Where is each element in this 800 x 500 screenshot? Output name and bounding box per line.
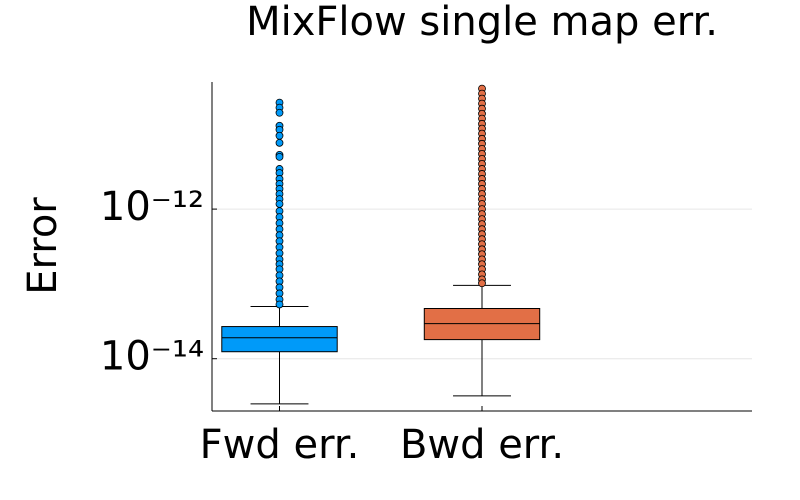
outlier [478, 279, 486, 288]
chart-title: MixFlow single map err. [246, 0, 718, 45]
box [221, 326, 338, 353]
outlier [275, 152, 284, 161]
y-axis-label: Error [20, 197, 66, 295]
y-tick-label: 10⁻¹² [100, 184, 204, 230]
outlier [275, 300, 284, 309]
x-tick-label: Fwd err. [200, 422, 360, 468]
x-tick-label: Bwd err. [400, 422, 564, 468]
y-tick-label: 10⁻¹⁴ [100, 334, 204, 380]
outlier [275, 138, 284, 147]
outlier [275, 131, 284, 140]
outlier [275, 108, 284, 117]
outlier [275, 200, 284, 208]
